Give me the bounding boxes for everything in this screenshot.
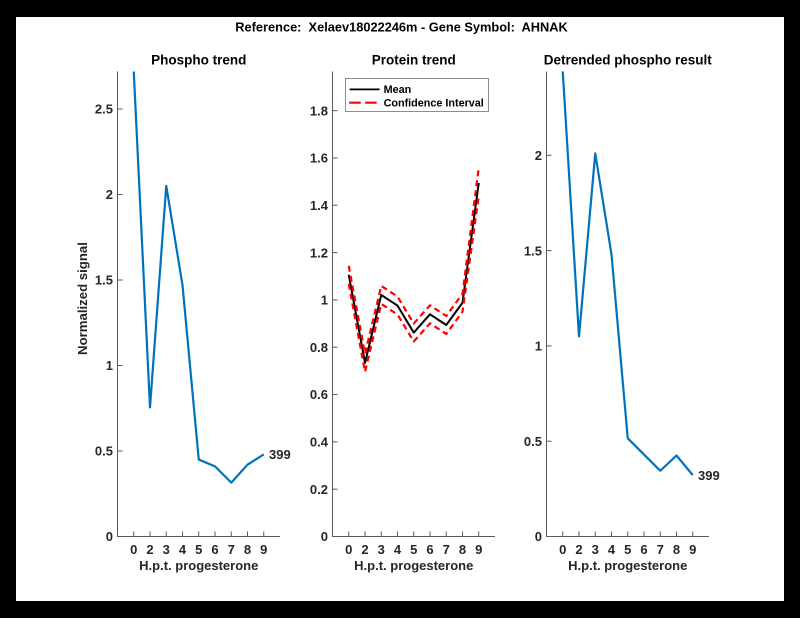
svg-text:Phospho trend: Phospho trend [151, 53, 246, 68]
svg-text:0: 0 [106, 529, 113, 544]
svg-text:1.2: 1.2 [310, 245, 328, 260]
svg-text:3: 3 [378, 542, 385, 557]
svg-text:0.8: 0.8 [310, 340, 328, 355]
svg-text:7: 7 [228, 542, 235, 557]
svg-text:Detrended phospho result: Detrended phospho result [544, 53, 713, 68]
svg-text:6: 6 [640, 542, 647, 557]
svg-text:0.5: 0.5 [524, 434, 542, 449]
svg-text:0: 0 [345, 542, 352, 557]
svg-text:2: 2 [575, 542, 582, 557]
svg-text:6: 6 [426, 542, 433, 557]
svg-text:4: 4 [179, 542, 187, 557]
svg-text:8: 8 [244, 542, 251, 557]
svg-text:0.2: 0.2 [310, 482, 328, 497]
svg-text:9: 9 [689, 542, 696, 557]
svg-text:Normalized signal: Normalized signal [75, 242, 90, 355]
svg-text:Confidence Interval: Confidence Interval [384, 98, 484, 110]
svg-text:1.5: 1.5 [524, 243, 542, 258]
svg-text:0: 0 [535, 529, 542, 544]
svg-text:9: 9 [260, 542, 267, 557]
svg-text:2: 2 [535, 148, 542, 163]
svg-text:1.5: 1.5 [95, 273, 113, 288]
svg-text:5: 5 [410, 542, 417, 557]
svg-text:8: 8 [673, 542, 680, 557]
svg-text:Reference: Xelaev18022246m -: Reference: Xelaev18022246m - Gene Symbol… [235, 20, 568, 35]
svg-text:0.5: 0.5 [95, 444, 113, 459]
svg-text:Protein trend: Protein trend [372, 53, 456, 68]
svg-text:1: 1 [106, 358, 113, 373]
svg-text:5: 5 [624, 542, 631, 557]
svg-text:0.6: 0.6 [310, 387, 328, 402]
svg-text:1.6: 1.6 [310, 151, 328, 166]
svg-text:1: 1 [321, 293, 328, 308]
svg-text:1.4: 1.4 [310, 198, 329, 213]
svg-text:3: 3 [163, 542, 170, 557]
svg-text:1: 1 [535, 339, 542, 354]
svg-text:6: 6 [211, 542, 218, 557]
svg-text:9: 9 [475, 542, 482, 557]
svg-text:8: 8 [459, 542, 466, 557]
svg-text:0: 0 [559, 542, 566, 557]
svg-text:2.5: 2.5 [95, 102, 113, 117]
svg-text:2: 2 [361, 542, 368, 557]
svg-text:5: 5 [195, 542, 202, 557]
svg-text:399: 399 [698, 468, 720, 483]
svg-text:0: 0 [321, 529, 328, 544]
svg-text:1.8: 1.8 [310, 103, 328, 118]
svg-text:H.p.t. progesterone: H.p.t. progesterone [568, 558, 687, 573]
svg-text:4: 4 [608, 542, 616, 557]
svg-text:Mean: Mean [384, 84, 412, 96]
svg-text:0.4: 0.4 [310, 435, 329, 450]
svg-text:3: 3 [592, 542, 599, 557]
svg-text:0: 0 [130, 542, 137, 557]
svg-text:2: 2 [106, 187, 113, 202]
svg-text:H.p.t. progesterone: H.p.t. progesterone [354, 558, 473, 573]
svg-text:7: 7 [443, 542, 450, 557]
svg-text:7: 7 [657, 542, 664, 557]
svg-text:H.p.t. progesterone: H.p.t. progesterone [139, 558, 258, 573]
svg-text:4: 4 [394, 542, 402, 557]
svg-text:399: 399 [269, 447, 291, 462]
svg-text:2: 2 [146, 542, 153, 557]
